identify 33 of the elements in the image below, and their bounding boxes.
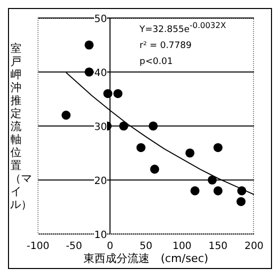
annotation: r² = 0.7789 (140, 41, 192, 51)
point (113, 89, 122, 98)
point (84, 67, 94, 77)
point (136, 143, 146, 152)
point (103, 89, 112, 98)
point (119, 121, 128, 131)
point (190, 186, 200, 196)
y-tick-label: 10 (94, 230, 107, 241)
point (208, 175, 217, 185)
y-tick-label: 40 (94, 68, 107, 79)
point (84, 40, 94, 50)
point (236, 197, 246, 206)
annotation: Y=32.855e$^{-0.0032X}$ (138, 20, 226, 35)
y-tick-label: 50 (94, 14, 107, 25)
x-tick-label: 0 (106, 241, 114, 252)
x-tick-label: 50 (140, 241, 152, 252)
x-axis-title: 東西成分流速 (cm/sec) (82, 252, 210, 265)
x-tick-label: 200 (244, 241, 264, 252)
point (150, 164, 160, 174)
point (213, 143, 223, 152)
x-tick-label: -50 (66, 241, 82, 252)
y-tick-label: 30 (94, 122, 107, 133)
y-tick-label: 20 (94, 176, 107, 187)
point (185, 148, 194, 158)
annotation: p<0.01 (140, 57, 173, 67)
text: 室戸岬沖推定流軸位置（マイル） (10, 42, 32, 210)
x-tick-label: -100 (26, 241, 50, 252)
x-tick-label: 100 (172, 241, 192, 252)
point (148, 121, 158, 131)
x-tick-label: 150 (208, 241, 228, 252)
point (213, 186, 223, 196)
point (62, 110, 71, 120)
point (237, 186, 246, 196)
